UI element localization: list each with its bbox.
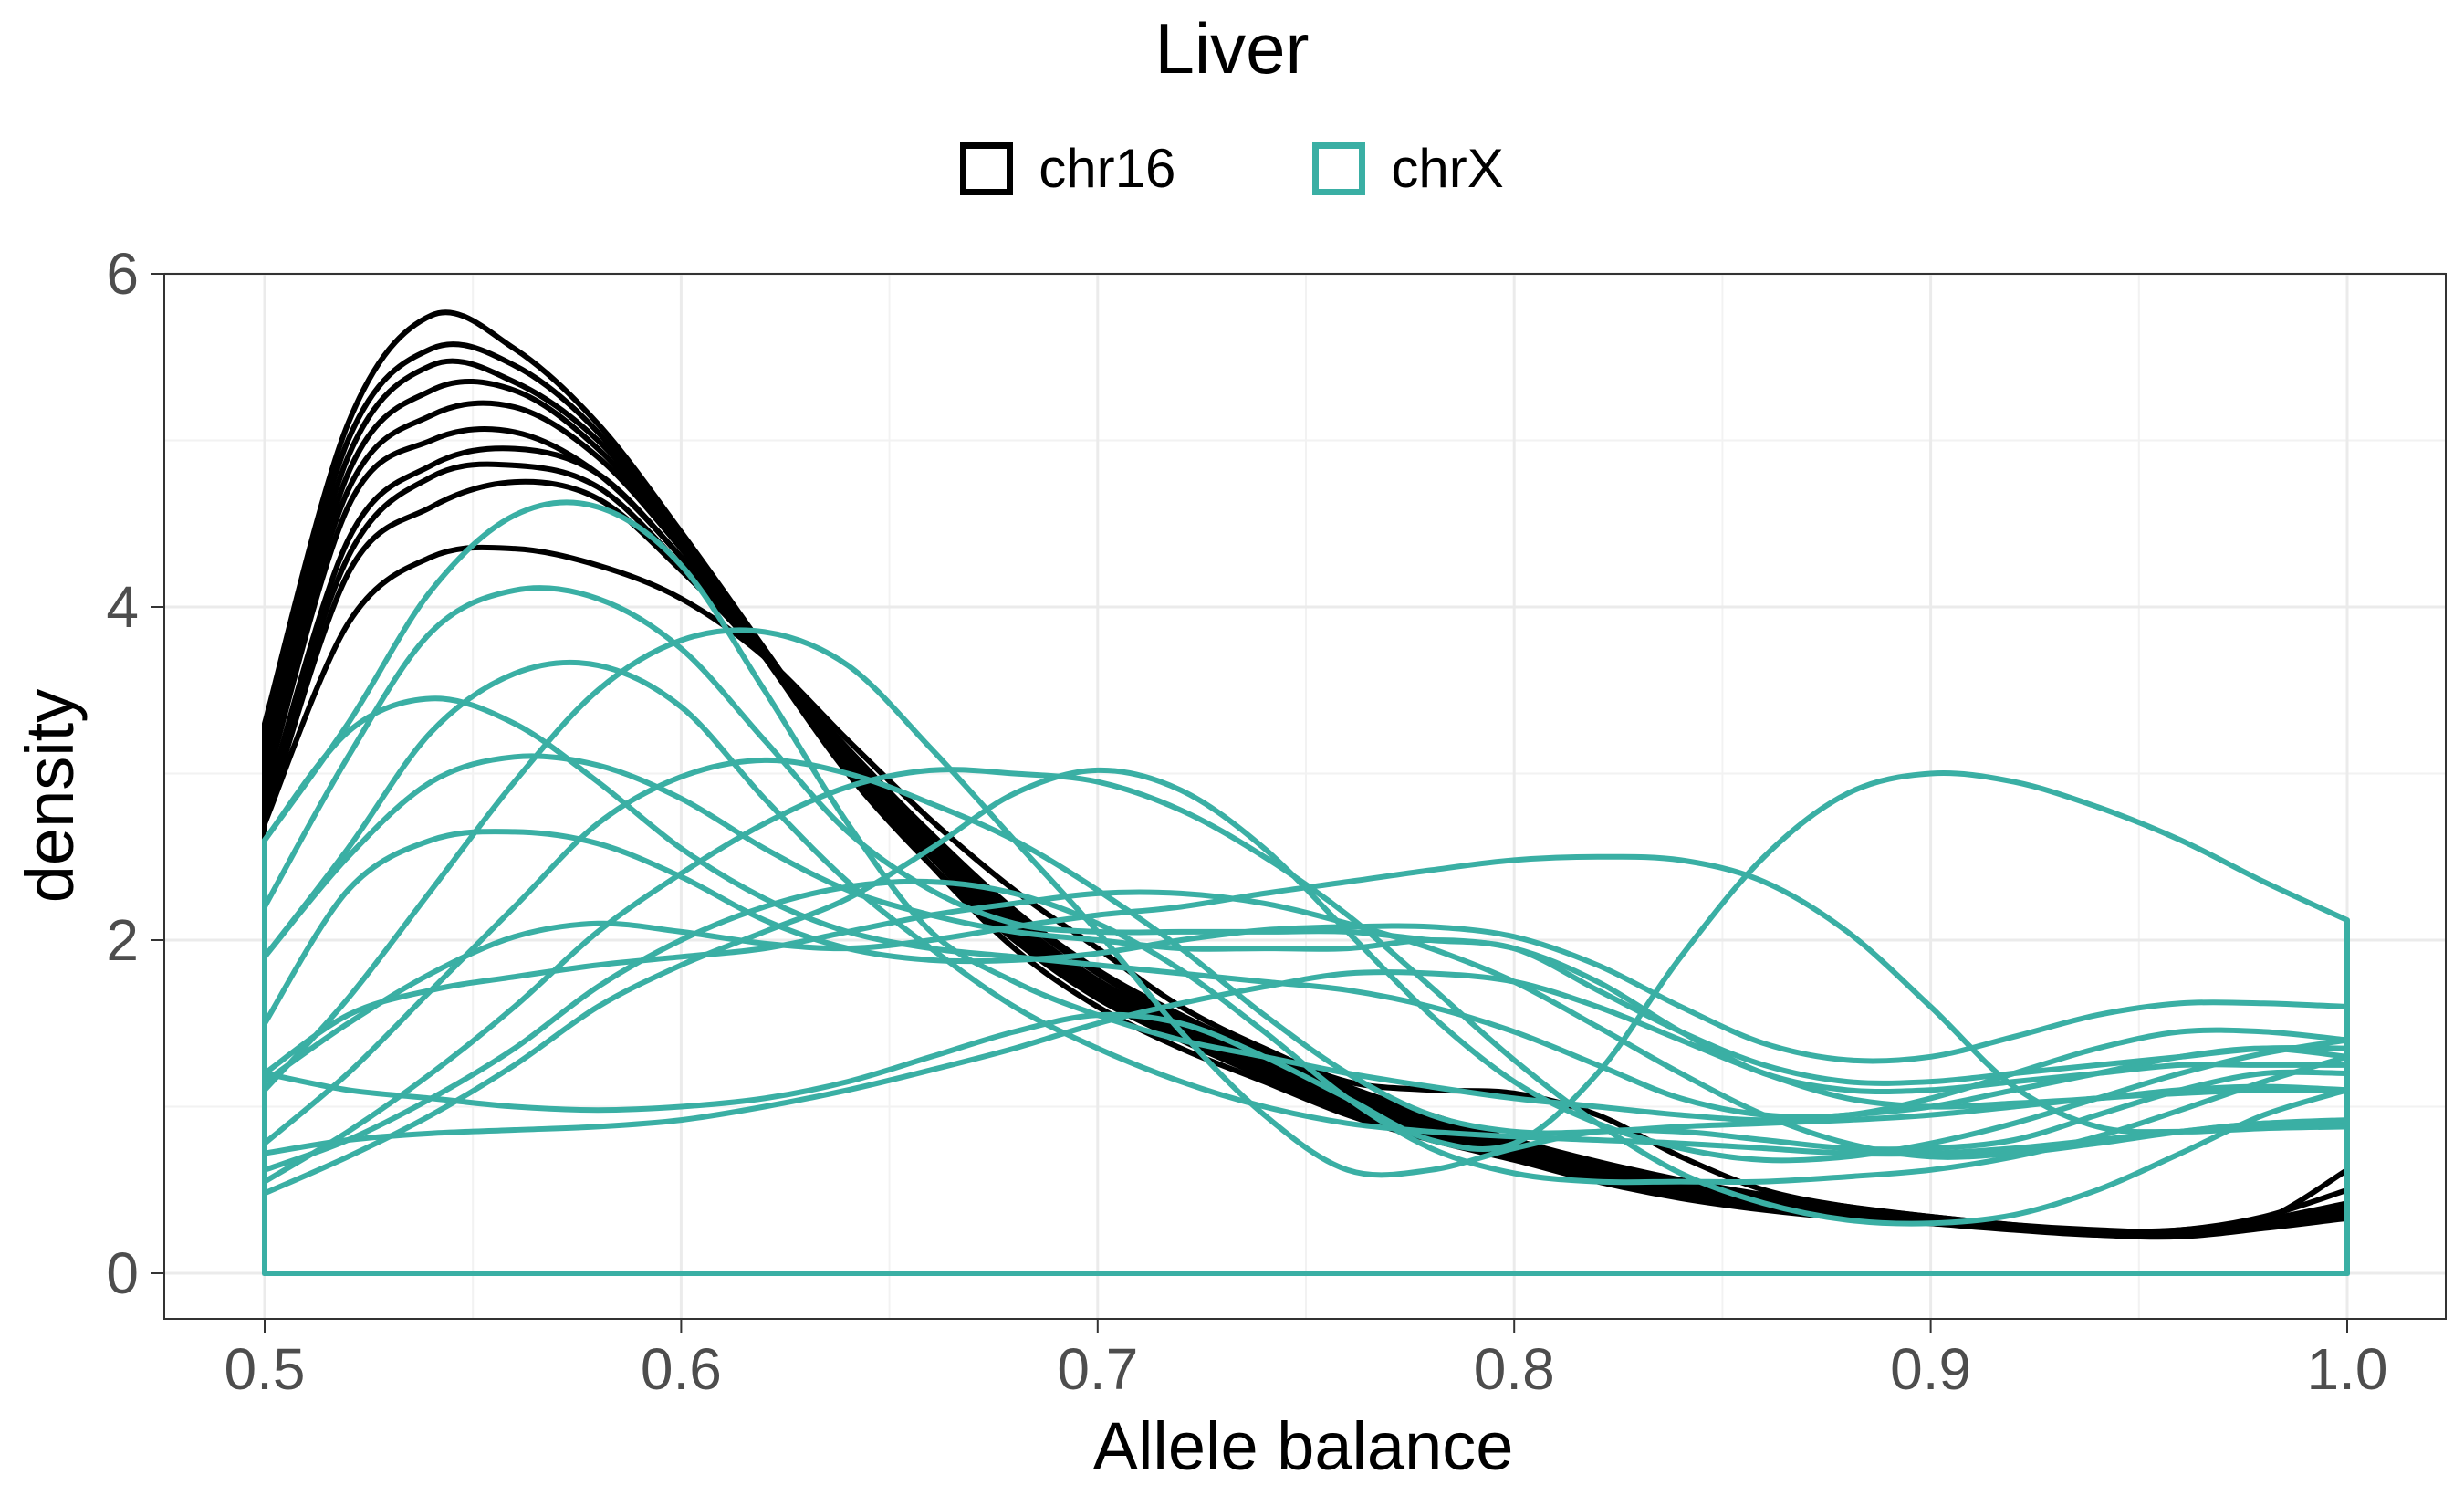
legend-key-chrX xyxy=(1312,141,1366,195)
x-tick-label: 0.6 xyxy=(641,1336,722,1402)
density-curve-chrX-18 xyxy=(262,757,2350,1276)
density-curve-chrX-13 xyxy=(262,659,2350,1276)
density-curve-chrX-21 xyxy=(262,878,2350,1276)
y-tick-label: 0 xyxy=(106,1240,139,1306)
density-curve-chr16-10 xyxy=(262,544,2350,1276)
density-curve-chrX-25 xyxy=(262,770,2350,1276)
axes: 0.5 0.6 0.7 0.8 0.9 1.0 0 2 4 6 xyxy=(106,241,2387,1402)
density-curve-chrX-11 xyxy=(262,499,2350,1276)
density-curve-chrX-20 xyxy=(262,889,2350,1276)
density-curve-chrX-24 xyxy=(262,969,2350,1276)
x-tick-label: 0.5 xyxy=(224,1336,306,1402)
density-curve-chrX-23 xyxy=(262,767,2350,1276)
plot-border xyxy=(163,273,2447,1320)
legend-label-chr16: chr16 xyxy=(1039,138,1176,199)
density-curve-chrX-15 xyxy=(262,627,2350,1276)
x-tick-label: 0.8 xyxy=(1474,1336,1555,1402)
y-tick-label: 6 xyxy=(106,241,139,307)
x-axis-title: Allele balance xyxy=(1093,1408,1514,1484)
legend-item-chrX: chrX xyxy=(1312,137,1504,200)
y-tick-label: 4 xyxy=(106,574,139,640)
x-tick-label: 1.0 xyxy=(2307,1336,2388,1402)
chart-title: Liver xyxy=(1154,8,1310,89)
density-curve-chrX-17 xyxy=(262,829,2350,1276)
legend-item-chr16: chr16 xyxy=(960,137,1175,200)
legend-label-chrX: chrX xyxy=(1391,138,1504,199)
y-axis-title: density xyxy=(12,689,88,903)
density-curve-chrX-19 xyxy=(262,853,2350,1276)
legend-key-chr16 xyxy=(960,141,1014,195)
legend: chr16 chrX xyxy=(0,137,2464,200)
x-tick-label: 0.9 xyxy=(1890,1336,1971,1402)
x-tick-label: 0.7 xyxy=(1057,1336,1138,1402)
series-layer xyxy=(262,309,2350,1276)
y-tick-label: 2 xyxy=(106,907,139,973)
